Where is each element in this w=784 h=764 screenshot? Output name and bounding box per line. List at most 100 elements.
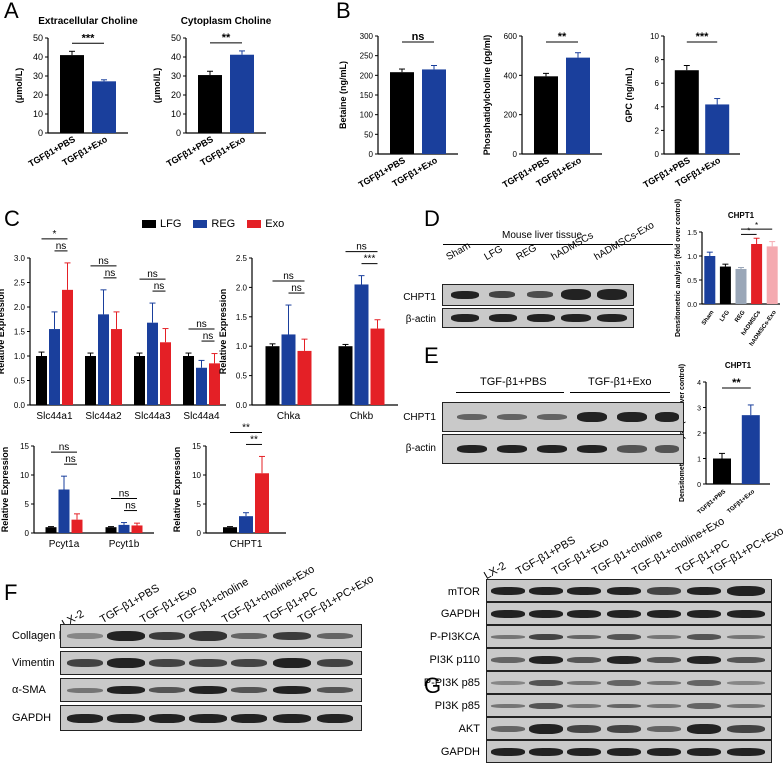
chart-a2-ytick-label-2: 20 bbox=[171, 90, 181, 100]
chart-e-bar-1 bbox=[741, 415, 760, 484]
blot-d-row-0 bbox=[442, 284, 634, 306]
chart-c4-category-0: CHPT1 bbox=[230, 539, 263, 550]
chart-b3-ytick-label-1: 2 bbox=[655, 126, 660, 135]
panel-label-c: C bbox=[4, 206, 20, 231]
chart-c4-bar-0-reg bbox=[239, 516, 253, 533]
chart-b3-ylabel: GPC (ng/mL) bbox=[624, 68, 634, 123]
chart-a2-sig-0: ** bbox=[222, 32, 231, 44]
legend-item-exo: Exo bbox=[247, 218, 284, 230]
chart-c1-category-0: Slc44a1 bbox=[36, 411, 73, 422]
chart-c3-bar-0-lfg bbox=[45, 527, 57, 533]
chart-c2-bar-1-lfg bbox=[338, 346, 353, 405]
chart-d-ytick-label-0: 0.0 bbox=[687, 302, 697, 309]
blot-g-row-3 bbox=[486, 648, 772, 671]
blot-e-row-label-1: β-actin bbox=[405, 443, 436, 454]
chart-c1-bar-3-reg bbox=[196, 367, 207, 405]
chart-c1-category-1: Slc44a2 bbox=[85, 411, 122, 422]
blot-g-row-label-2: P-PI3KCA bbox=[429, 631, 480, 643]
blot-g-row-label-1: GAPDH bbox=[440, 608, 480, 620]
chart-c4-bar-0-lfg bbox=[223, 527, 237, 533]
chart-e-ytick-label-3: 3 bbox=[697, 406, 701, 413]
blot-g-row-5 bbox=[486, 694, 772, 717]
chart-c2-sig-3: *** bbox=[364, 254, 376, 265]
chart-c1-sig-4: ns bbox=[147, 269, 158, 280]
chart-b3-bar-0 bbox=[674, 70, 699, 154]
chart-b3-ytick-label-5: 10 bbox=[650, 32, 659, 41]
legend-swatch-reg bbox=[193, 220, 208, 228]
chart-c4-sig-0: ** bbox=[242, 422, 250, 433]
chart-a1-bar-0 bbox=[60, 55, 84, 133]
chart-b1-ytick-label-3: 150 bbox=[360, 91, 374, 100]
chart-c1-ytick-label-5: 2.5 bbox=[14, 279, 26, 288]
panel-label-f: F bbox=[4, 580, 18, 605]
chart-b2-ylabel: Phosphatidylcholine (pg/ml) bbox=[482, 35, 492, 156]
chart-b2-bar-0 bbox=[534, 76, 558, 154]
blot-g-row-7 bbox=[486, 740, 772, 763]
chart-c2-ytick-label-2: 1.0 bbox=[236, 342, 248, 351]
chart-b2-ytick-label-2: 400 bbox=[504, 71, 518, 80]
chart-c3-ytick-label-3: 15 bbox=[20, 442, 29, 451]
blot-f-row-0 bbox=[60, 624, 362, 648]
chart-a1-ytick-label-0: 0 bbox=[38, 128, 43, 138]
blot-f-row-label-2: α-SMA bbox=[12, 684, 46, 696]
chart-c3-sig-3: ns bbox=[125, 501, 136, 512]
chart-e-sig-0: ** bbox=[732, 377, 741, 389]
chart-c1-bar-1-exo bbox=[111, 329, 122, 405]
blot-f-row-2 bbox=[60, 678, 362, 702]
chart-c2-category-0: Chka bbox=[277, 411, 301, 422]
blot-g-row-2 bbox=[486, 625, 772, 648]
blot-g-row-0 bbox=[486, 579, 772, 602]
chart-c4-ylabel: Relative Expression bbox=[172, 447, 182, 533]
legend-label-exo: Exo bbox=[265, 218, 285, 230]
blot-f-row-1 bbox=[60, 651, 362, 675]
chart-a2-ytick-label-5: 50 bbox=[171, 33, 181, 43]
legend-swatch-exo bbox=[247, 220, 262, 228]
blot-f-row-label-1: Vimentin bbox=[12, 657, 55, 669]
chart-a1-ytick-label-1: 10 bbox=[33, 109, 43, 119]
chart-c3-sig-0: ns bbox=[59, 442, 70, 453]
legend-item-lfg: LFG bbox=[142, 218, 181, 230]
chart-b2-ytick-label-0: 0 bbox=[513, 150, 518, 159]
chart-c1-bar-1-lfg bbox=[85, 356, 96, 405]
chart-c3-ylabel: Relative Expression bbox=[0, 447, 10, 533]
chart-b2-ytick-label-3: 600 bbox=[504, 32, 518, 41]
chart-a2-ytick-label-1: 10 bbox=[171, 109, 181, 119]
chart-c3-bar-0-reg bbox=[58, 489, 70, 533]
chart-a2-bar-1 bbox=[230, 54, 254, 133]
chart-c3-bar-0-exo bbox=[71, 519, 83, 533]
chart-c1-bar-0-lfg bbox=[36, 356, 47, 405]
chart-c2-bar-1-exo bbox=[370, 328, 385, 405]
chart-d-bar-1 bbox=[719, 266, 731, 304]
chart-d-sig-1: * bbox=[755, 221, 758, 230]
blot-g-row-1 bbox=[486, 602, 772, 625]
chart-b1-bar-0 bbox=[390, 72, 414, 154]
chart-b3-ytick-label-2: 4 bbox=[655, 103, 660, 112]
chart-d-ytick-label-3: 1.5 bbox=[687, 230, 697, 237]
chart-c2-sig-2: ns bbox=[356, 242, 367, 253]
chart-c2-sig-0: ns bbox=[283, 271, 294, 282]
chart-c2-ytick-label-0: 0.0 bbox=[236, 401, 248, 410]
chart-a1-sig-0: *** bbox=[82, 32, 96, 44]
chart-c1-ytick-label-0: 0.0 bbox=[14, 401, 26, 410]
chart-e-category-1: TGFβ1+Exo bbox=[727, 489, 757, 515]
chart-c2-category-1: Chkb bbox=[350, 411, 374, 422]
chart-a2-bar-0 bbox=[198, 75, 222, 133]
chart-e-title: CHPT1 bbox=[725, 361, 752, 370]
chart-d-category-2: REG bbox=[734, 309, 747, 323]
blot-f-row-label-3: GAPDH bbox=[12, 712, 52, 724]
chart-a1-title: Extracellular Choline bbox=[38, 16, 138, 27]
chart-c1-bar-2-exo bbox=[160, 342, 171, 405]
blot-d-row-1 bbox=[442, 308, 634, 328]
blot-e-group-1: TGF-β1+Exo bbox=[588, 376, 652, 388]
chart-c3-ytick-label-1: 5 bbox=[25, 500, 30, 509]
chart-a1-ytick-label-2: 20 bbox=[33, 90, 43, 100]
chart-d-bar-0 bbox=[704, 256, 716, 304]
chart-c4-ytick-label-3: 15 bbox=[192, 442, 201, 451]
chart-d-title: CHPT1 bbox=[728, 211, 755, 220]
chart-a2-ytick-label-4: 40 bbox=[171, 52, 181, 62]
blot-e-row-1 bbox=[442, 434, 684, 464]
chart-a2-title: Cytoplasm Choline bbox=[181, 16, 272, 27]
chart-c1-ytick-label-4: 2.0 bbox=[14, 303, 26, 312]
blot-g-row-4 bbox=[486, 671, 772, 694]
